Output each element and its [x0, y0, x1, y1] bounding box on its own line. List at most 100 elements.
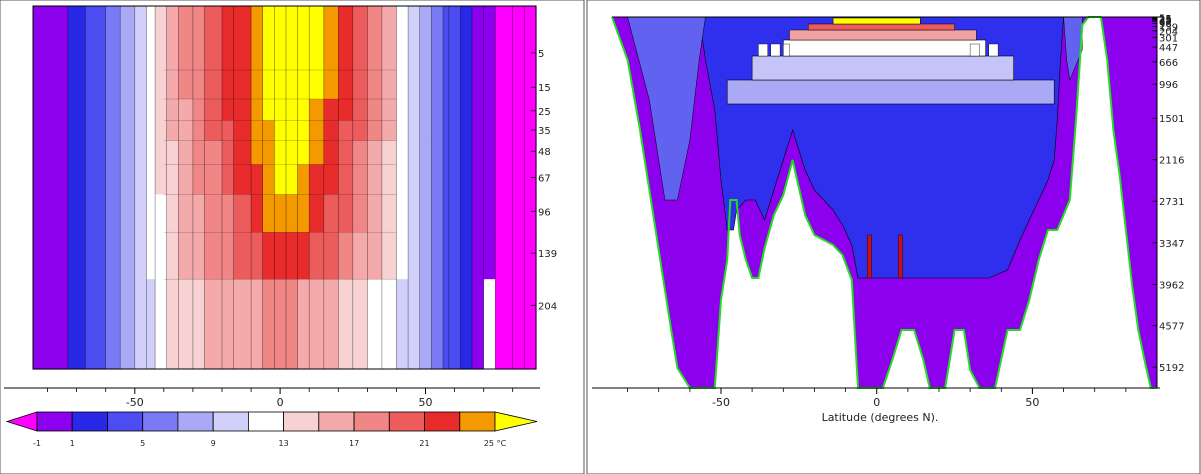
temperature-cell [120, 120, 136, 142]
temperature-cell [396, 70, 409, 100]
temperature-cell [274, 232, 287, 280]
temperature-cell [448, 6, 461, 71]
colorbar-swatch [71, 411, 108, 432]
temperature-cell [251, 194, 264, 233]
temperature-cell [448, 140, 461, 165]
temperature-cell [67, 164, 86, 196]
colorbar-swatch [177, 411, 214, 432]
right-depth-tick-label: 996 [1159, 80, 1178, 91]
right-depth-tick-label: 204 [1159, 27, 1178, 38]
temperature-cell [262, 120, 275, 142]
temperature-cell [251, 99, 264, 121]
temperature-cell [120, 232, 136, 280]
right-section-plot: -50 0 50 Latitude (degrees N). 5 15 25 3… [592, 13, 1184, 424]
water-column-cell [988, 43, 999, 57]
temperature-cell [309, 232, 325, 280]
temperature-cell [120, 194, 136, 233]
temperature-cell [323, 120, 339, 142]
temperature-cell [338, 6, 354, 71]
temperature-cell [155, 99, 168, 121]
temperature-cell [105, 232, 121, 280]
temperature-cell [166, 194, 179, 233]
temperature-cell [286, 120, 299, 142]
temperature-cell [146, 140, 156, 165]
colorbar-swatch [388, 411, 425, 432]
temperature-cell [155, 70, 168, 100]
temperature-cell [251, 279, 264, 370]
colorbar-swatch [424, 411, 461, 432]
deep-anomaly [867, 234, 872, 279]
temperature-cell [495, 120, 514, 142]
temperature-cell [274, 194, 287, 233]
temperature-cell [431, 140, 444, 165]
temperature-cell [367, 6, 383, 71]
temperature-cell [460, 232, 473, 280]
temperature-cell [495, 99, 514, 121]
temperature-cell [67, 70, 86, 100]
temperature-cell [222, 279, 235, 370]
temperature-cell [192, 6, 206, 71]
temperature-cell [166, 140, 179, 165]
colorbar-swatch [36, 411, 73, 432]
temperature-cell [105, 140, 121, 165]
temperature-cell [338, 279, 354, 370]
temperature-cell [419, 140, 432, 165]
temperature-cell [146, 164, 156, 196]
temperature-cell [233, 194, 252, 233]
temperature-cell [85, 164, 107, 196]
temperature-cell [419, 232, 432, 280]
colorbar-label: 9 [211, 439, 216, 448]
temperature-cell [495, 194, 514, 233]
temperature-cell [309, 70, 325, 100]
right-depth-tick-label: 447 [1159, 43, 1178, 54]
temperature-cell [352, 164, 368, 196]
colorbar-label: 25 °C [484, 439, 507, 448]
temperature-cell [396, 194, 409, 233]
left-depth-tick-label: 35 [538, 126, 551, 137]
temperature-cell [460, 194, 473, 233]
temperature-cell [352, 120, 368, 142]
temperature-cell [408, 140, 421, 165]
temperature-cell [204, 232, 223, 280]
temperature-cell [448, 164, 461, 196]
temperature-cell [233, 164, 252, 196]
temperature-cell [367, 194, 383, 233]
upper-water [807, 23, 955, 31]
temperature-cell [222, 194, 235, 233]
temperature-cell [251, 164, 264, 196]
temperature-cell [297, 279, 310, 370]
temperature-cell [443, 140, 450, 165]
temperature-cell [472, 232, 485, 280]
temperature-cell [222, 6, 235, 71]
temperature-cell [204, 99, 223, 121]
left-depth-tick-label: 96 [538, 207, 551, 218]
right-depth-tick-label: 301 [1159, 33, 1178, 44]
colorbar-label: 21 [419, 439, 429, 448]
temperature-cell [134, 279, 147, 370]
temperature-cell [460, 6, 473, 71]
temperature-cell [512, 6, 525, 71]
temperature-cell [222, 140, 235, 165]
temperature-cell [286, 232, 299, 280]
colorbar-swatch [107, 411, 144, 432]
right-x-tick-label: -50 [712, 396, 730, 409]
temperature-cell [460, 279, 473, 370]
water-column-cell [783, 43, 790, 57]
temperature-cell [483, 164, 496, 196]
colorbar-swatch [142, 411, 179, 432]
temperature-cell [274, 140, 287, 165]
temperature-cell [472, 120, 485, 142]
temperature-cell [443, 70, 450, 100]
temperature-cell [443, 279, 450, 370]
temperature-cell [472, 140, 485, 165]
temperature-cell [512, 232, 525, 280]
water-column-cell [758, 43, 768, 57]
temperature-cell [352, 194, 368, 233]
temperature-cell [431, 232, 444, 280]
temperature-cell [483, 232, 496, 280]
left-depth-tick-label: 139 [538, 249, 557, 260]
temperature-cell [192, 70, 206, 100]
temperature-cell [495, 70, 514, 100]
temperature-cell [274, 70, 287, 100]
right-x-tick-label: 50 [1025, 396, 1039, 409]
